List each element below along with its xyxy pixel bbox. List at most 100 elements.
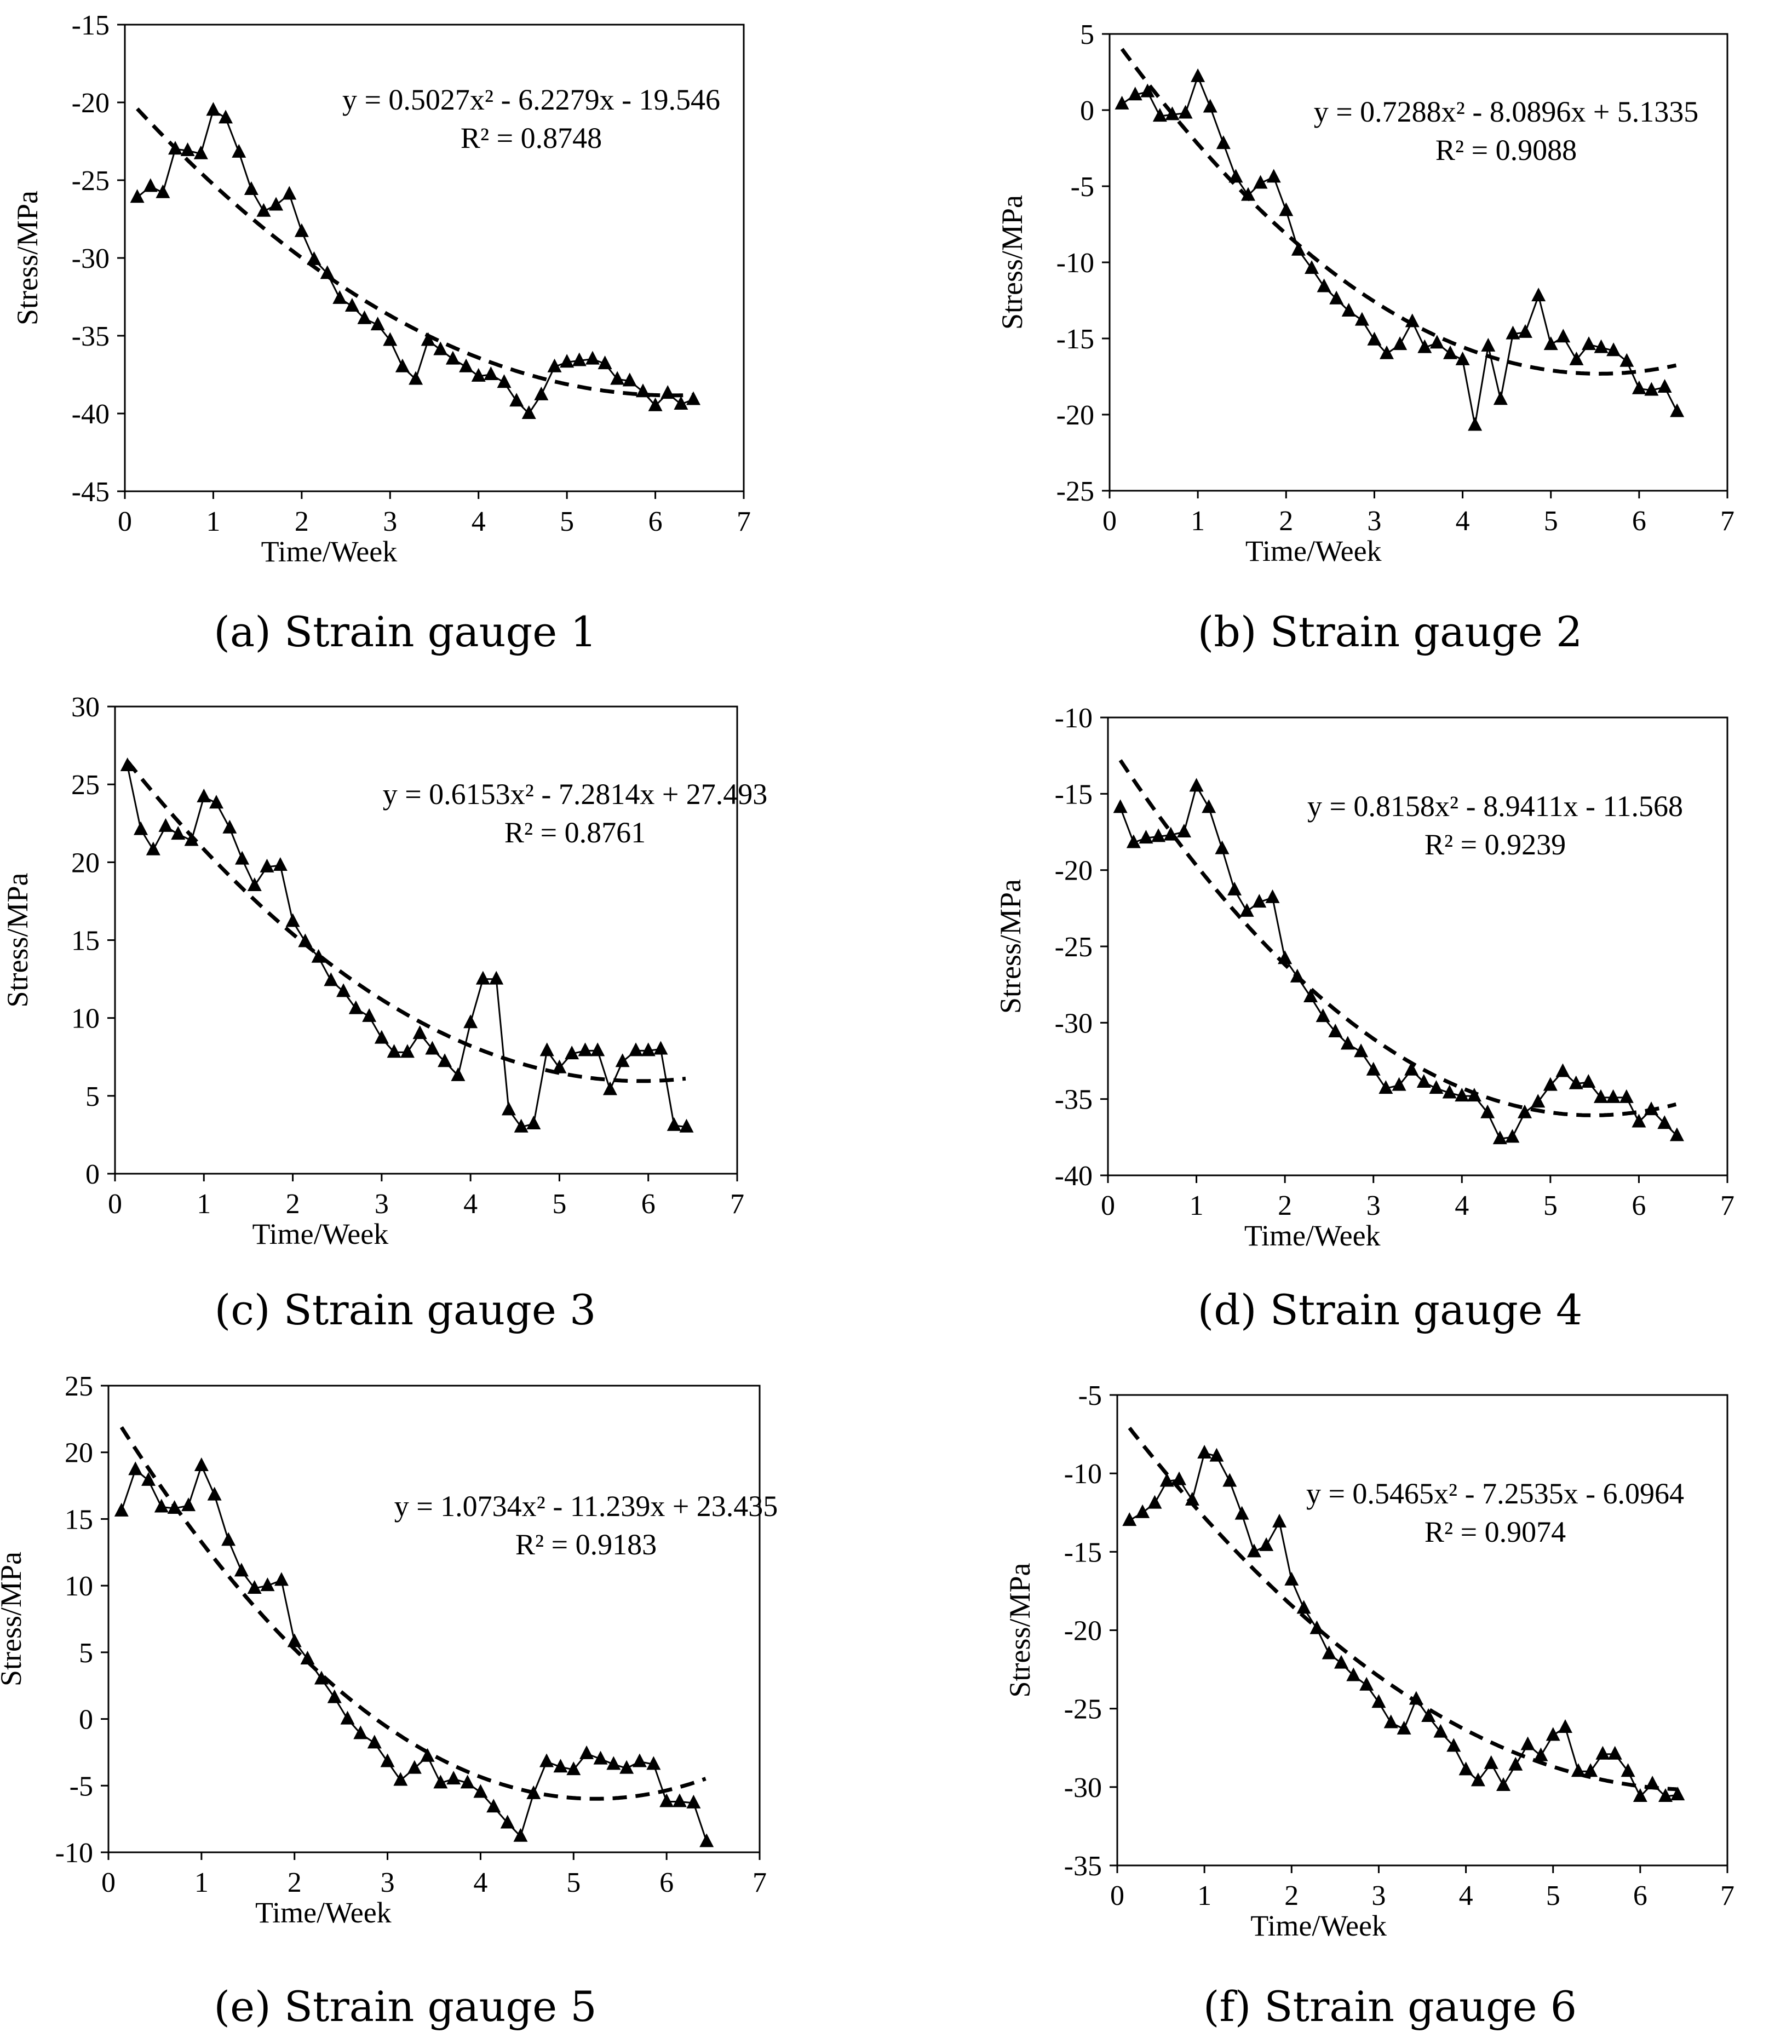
data-point	[1669, 1127, 1684, 1141]
data-point	[486, 1799, 501, 1813]
y-tick-label: -35	[1064, 1851, 1102, 1882]
data-point	[1518, 324, 1532, 338]
data-point	[602, 1081, 617, 1095]
data-point	[1619, 353, 1634, 367]
fit-r-squared: R² = 0.9088	[1435, 134, 1577, 166]
data-point	[1309, 1620, 1324, 1634]
y-tick-label: 10	[71, 1003, 100, 1035]
x-axis-label: Time/Week	[1244, 1219, 1381, 1252]
data-point	[1484, 1755, 1498, 1769]
data-point	[1163, 826, 1178, 841]
data-point	[433, 341, 448, 355]
x-tick-label: 3	[381, 1867, 395, 1898]
data-point	[653, 1041, 668, 1055]
chart-panel-3: 0 1 2 3 4 5 6 7 0 5 10 15 20 25 30 Time/Week Stress/MPa y…	[1, 692, 767, 1334]
y-tick-label: -35	[72, 321, 110, 352]
data-point	[1594, 339, 1609, 353]
data-point	[514, 1118, 529, 1133]
data-point	[1416, 1074, 1431, 1088]
data-point	[1128, 87, 1142, 101]
data-point	[1252, 894, 1267, 908]
data-point	[539, 1753, 554, 1767]
data-point	[1122, 1512, 1137, 1526]
data-point	[260, 858, 274, 872]
data-point	[1366, 1061, 1381, 1076]
panel-caption: (d) Strain gauge 4	[1198, 1285, 1583, 1334]
data-point	[1595, 1746, 1610, 1760]
data-point	[1481, 337, 1496, 352]
x-tick-label: 4	[1455, 1190, 1469, 1221]
panel-caption: (c) Strain gauge 3	[215, 1285, 596, 1334]
data-point	[332, 290, 347, 304]
fit-equation: y = 0.5027x² - 6.2279x - 19.546	[342, 83, 720, 116]
data-point	[460, 1775, 475, 1789]
data-point	[1443, 345, 1458, 359]
data-point	[1152, 108, 1167, 122]
data-point	[547, 358, 562, 372]
measured-line	[1121, 74, 1678, 426]
data-point	[307, 251, 321, 265]
data-point	[598, 355, 612, 370]
data-point	[1531, 288, 1546, 302]
data-point	[606, 1756, 621, 1770]
data-point	[1442, 1084, 1457, 1099]
data-point	[1329, 290, 1344, 305]
data-point	[1421, 1708, 1436, 1722]
data-point	[282, 186, 297, 200]
y-axis-label: Stress/MPa	[0, 1552, 27, 1686]
data-point	[539, 1042, 554, 1057]
data-point	[433, 1775, 448, 1789]
data-point	[154, 1498, 169, 1513]
fit-r-squared: R² = 0.9183	[515, 1528, 657, 1561]
data-point	[1379, 345, 1394, 359]
x-tick-label: 2	[1284, 1880, 1299, 1911]
data-point	[1126, 834, 1141, 848]
data-point	[274, 1572, 289, 1586]
x-tick-label: 0	[101, 1867, 116, 1898]
data-point	[156, 184, 170, 198]
data-point	[475, 971, 490, 985]
data-point	[1546, 1727, 1560, 1741]
y-tick-label: -5	[1071, 171, 1094, 203]
data-point	[565, 1046, 579, 1060]
data-point	[1171, 1471, 1186, 1485]
data-point	[1240, 187, 1255, 201]
fit-r-squared: R² = 0.9239	[1425, 828, 1566, 861]
data-point	[1480, 1104, 1495, 1118]
data-point	[1583, 1763, 1598, 1777]
data-point	[1191, 68, 1205, 82]
data-point	[269, 197, 284, 211]
x-tick-label: 4	[1459, 1880, 1473, 1911]
data-point	[686, 1794, 701, 1808]
data-point	[1189, 778, 1204, 792]
data-point	[146, 841, 160, 856]
data-point	[1569, 1075, 1583, 1089]
x-tick-label: 1	[1190, 1190, 1204, 1221]
data-point	[1670, 403, 1685, 417]
x-axis-label: Time/Week	[1245, 535, 1382, 567]
data-point	[311, 949, 326, 963]
data-point	[387, 1044, 401, 1058]
x-tick-label: 3	[375, 1188, 389, 1220]
data-point	[348, 1000, 363, 1014]
data-point	[1346, 1667, 1361, 1681]
data-point	[1159, 1473, 1174, 1487]
data-point	[1657, 1115, 1672, 1129]
y-tick-label: 25	[65, 1371, 93, 1402]
data-point	[287, 1633, 302, 1647]
data-point	[659, 1793, 674, 1807]
data-point	[648, 397, 663, 411]
data-point	[1458, 1761, 1473, 1776]
chart-panel-1: 0 1 2 3 4 5 6 7 -45 -40 -35 -30 -25 -20 -15 Time/Week St…	[11, 10, 751, 656]
x-axis-label: Time/Week	[261, 535, 398, 568]
data-point	[1239, 903, 1254, 917]
y-tick-label: -40	[1055, 1161, 1093, 1192]
data-point	[513, 1828, 528, 1842]
data-point	[501, 1101, 516, 1116]
data-point	[646, 1756, 661, 1770]
chart-panel-2: 0 1 2 3 4 5 6 7 -25 -20 -15 -10 -5 0 5 Time/Week Stress/…	[996, 19, 1734, 656]
data-point	[1593, 1089, 1608, 1103]
data-point	[489, 971, 504, 985]
data-point	[234, 1563, 249, 1577]
data-point	[1383, 1714, 1398, 1729]
